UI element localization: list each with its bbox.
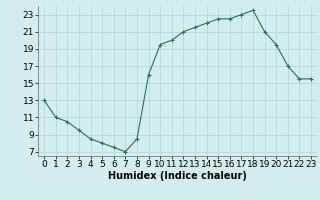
X-axis label: Humidex (Indice chaleur): Humidex (Indice chaleur) (108, 171, 247, 181)
